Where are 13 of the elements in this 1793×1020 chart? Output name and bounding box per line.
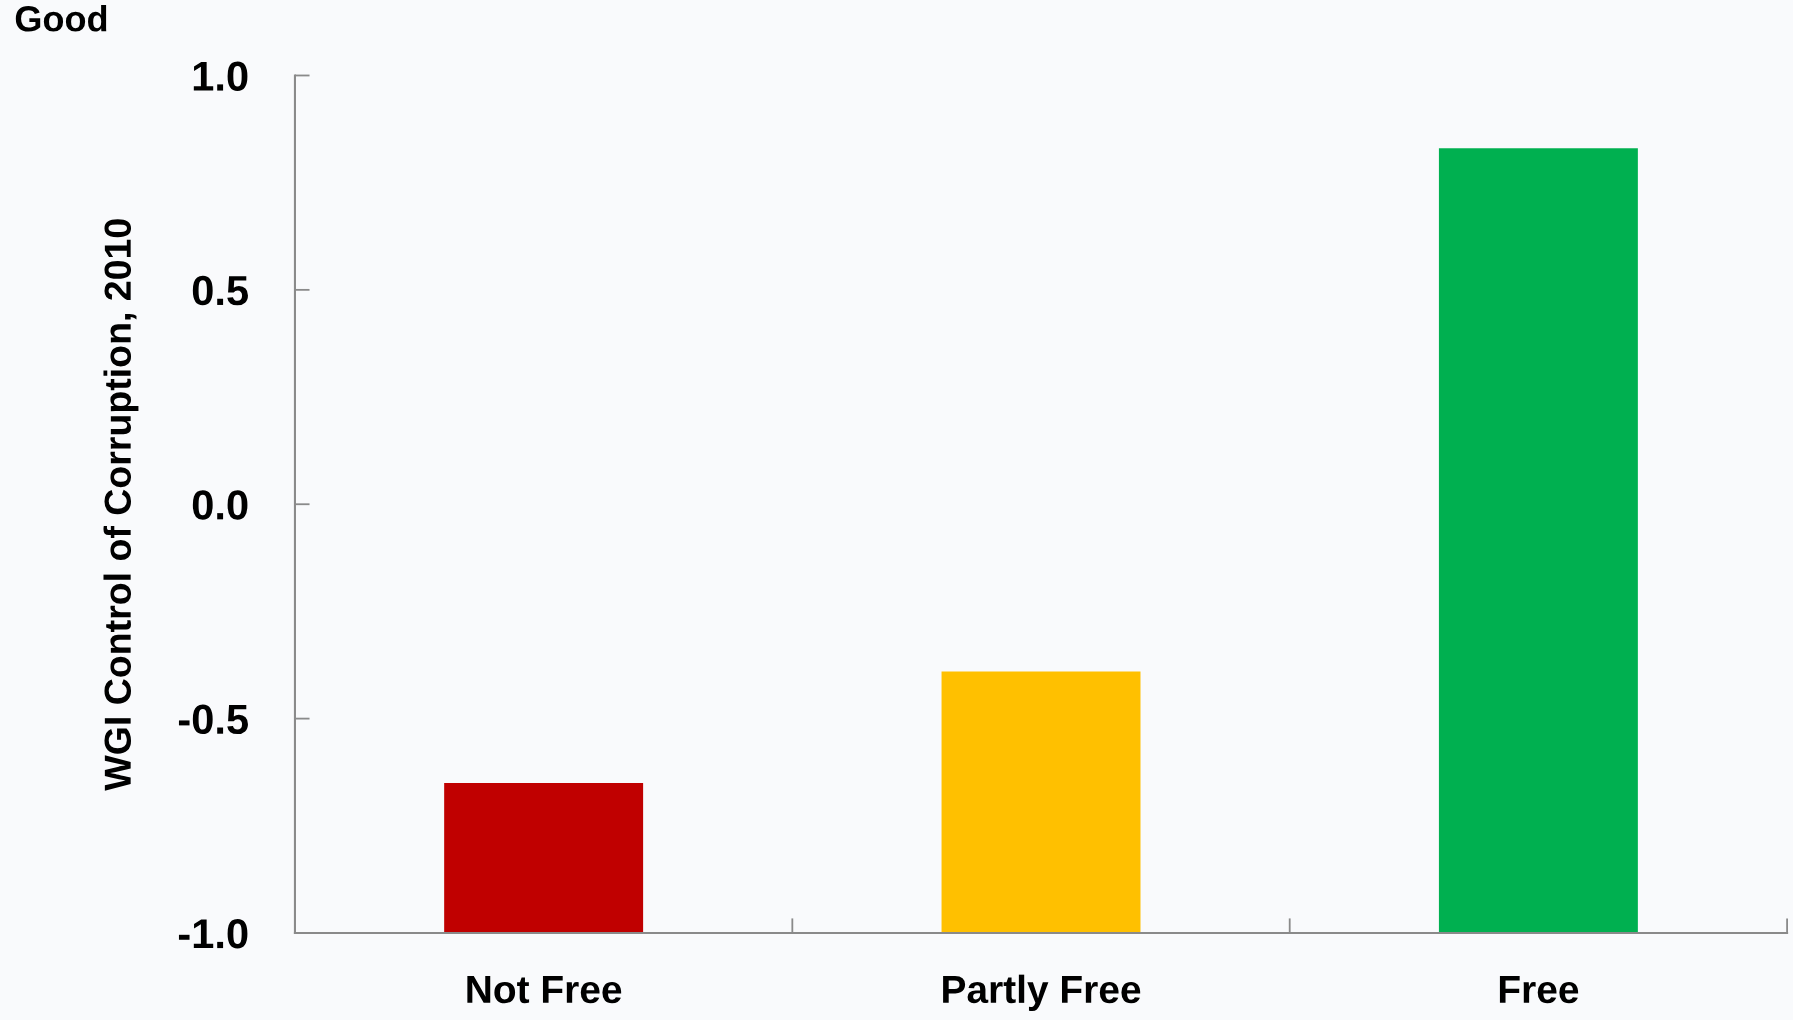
bar	[444, 782, 644, 933]
y-tick-label: 0.5	[192, 275, 248, 306]
x-tick-label: Free	[1499, 976, 1579, 1004]
bar	[1438, 148, 1638, 933]
y-tick-label: -1.0	[178, 919, 248, 949]
bar	[941, 671, 1141, 933]
text: Good	[15, 5, 107, 32]
x-tick-label: Partly Free	[943, 974, 1141, 1011]
y-tick-label: -0.5	[178, 704, 248, 735]
y-tick-label: 0.0	[192, 490, 248, 520]
y-axis-title: WGI Control of Corruption, 2010	[103, 219, 139, 791]
x-tick-label: Not Free	[467, 976, 622, 1004]
y-tick-label: 1.0	[193, 61, 248, 91]
